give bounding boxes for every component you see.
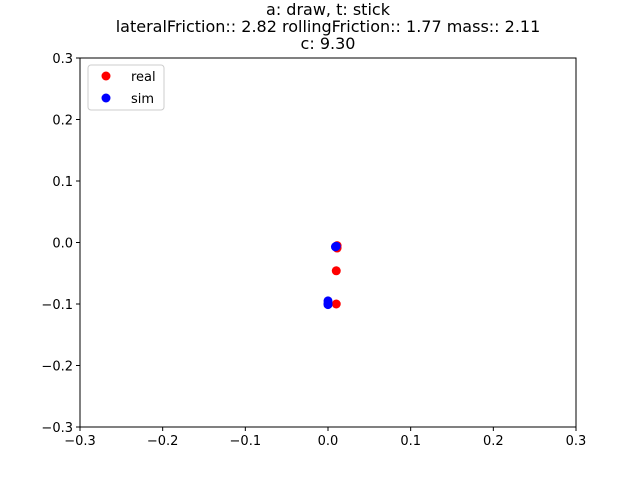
point-sim	[331, 241, 341, 251]
y-tick-label: 0.2	[52, 114, 73, 129]
y-tick-label: −0.2	[41, 360, 73, 375]
y-tick-label: −0.1	[41, 298, 73, 313]
chart-title-line-2: lateralFriction:: 2.82 rollingFriction::…	[116, 17, 541, 36]
legend: real sim	[87, 64, 165, 111]
plot-area-frame	[79, 57, 577, 428]
x-tick-label: 0.0	[318, 434, 339, 449]
y-tick-label: −0.3	[41, 421, 73, 436]
axis-ticks: −0.3 −0.2 −0.1 0.0 0.1 0.2 0.3 −0.3 −0.2 −0.1 0.0 0…	[41, 52, 586, 449]
point-real	[331, 299, 341, 309]
x-tick-label: −0.3	[64, 434, 96, 449]
x-tick-label: −0.1	[230, 434, 262, 449]
x-tick-label: 0.2	[483, 434, 504, 449]
point-real	[331, 266, 341, 276]
point-sim	[323, 300, 333, 310]
chart-title-line-1: a: draw, t: stick	[266, 0, 391, 19]
legend-label-real: real	[131, 70, 156, 85]
y-tick-label: 0.1	[52, 175, 73, 190]
y-tick-label: 0.0	[52, 237, 73, 252]
legend-marker-sim	[101, 93, 111, 103]
chart-title: a: draw, t: stick lateralFriction:: 2.82…	[116, 0, 541, 53]
data-points	[323, 241, 342, 310]
chart-title-line-3: c: 9.30	[301, 34, 356, 53]
y-tick-label: 0.3	[52, 52, 73, 67]
x-tick-label: 0.3	[566, 434, 587, 449]
legend-marker-real	[101, 71, 111, 81]
legend-label-sim: sim	[131, 92, 154, 107]
x-tick-label: −0.2	[147, 434, 179, 449]
x-tick-label: 0.1	[400, 434, 421, 449]
